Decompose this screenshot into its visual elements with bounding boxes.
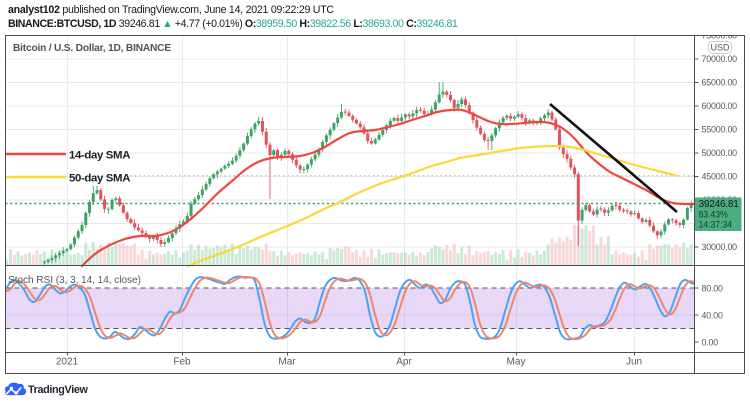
svg-text:55000.00: 55000.00 [702,125,738,135]
svg-text:14:37:34: 14:37:34 [699,220,733,230]
svg-text:Apr: Apr [396,357,412,368]
svg-text:14-day SMA: 14-day SMA [69,150,130,162]
svg-text:May: May [507,357,526,368]
svg-text:BINANCE:BTCUSD, 1D 39246.81 ▲: BINANCE:BTCUSD, 1D 39246.81 ▲ +4.77 (+0.… [8,18,458,30]
svg-text:Mar: Mar [278,357,296,368]
svg-text:TradingView: TradingView [28,384,89,396]
svg-text:Jun: Jun [626,357,642,368]
svg-text:65000.00: 65000.00 [702,78,738,88]
svg-text:45000.00: 45000.00 [702,172,738,182]
svg-text:2021: 2021 [56,357,79,368]
svg-text:USD: USD [710,43,730,53]
svg-text:Feb: Feb [173,357,191,368]
svg-text:analyst102 published on Tradin: analyst102 published on TradingView.com,… [8,4,334,16]
svg-text:39246.81: 39246.81 [699,199,740,210]
svg-text:75000.00: 75000.00 [702,31,738,41]
svg-text:83.43%: 83.43% [699,210,729,220]
svg-text:50-day SMA: 50-day SMA [69,173,130,185]
svg-text:30000.00: 30000.00 [702,242,738,252]
svg-text:Stoch RSI (3, 3, 14, 14, close: Stoch RSI (3, 3, 14, 14, close) [8,275,141,286]
svg-text:80.00: 80.00 [702,284,723,294]
svg-text:40.00: 40.00 [702,311,723,321]
svg-text:70000.00: 70000.00 [702,54,738,64]
svg-text:0.00: 0.00 [702,338,719,348]
svg-text:60000.00: 60000.00 [702,101,738,111]
svg-text:Bitcoin / U.S. Dollar, 1D, BIN: Bitcoin / U.S. Dollar, 1D, BINANCE [13,43,171,54]
svg-text:50000.00: 50000.00 [702,148,738,158]
